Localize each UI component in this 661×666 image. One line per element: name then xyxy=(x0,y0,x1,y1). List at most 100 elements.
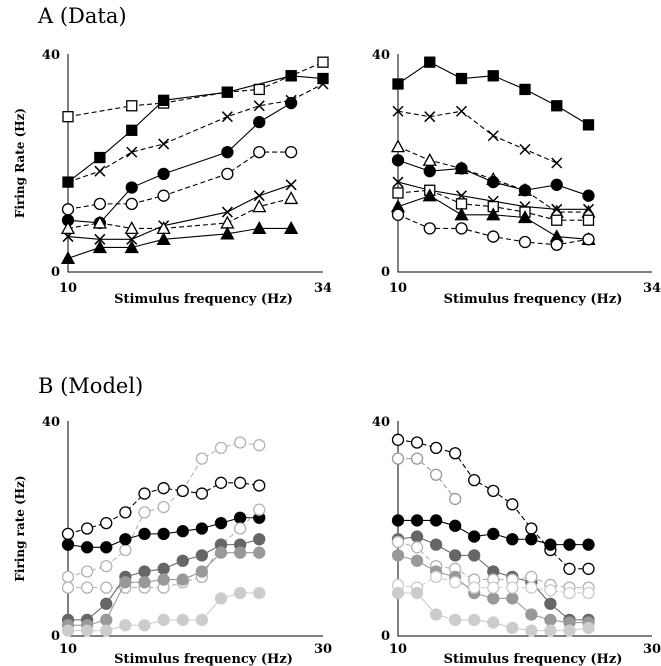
data-point xyxy=(80,581,94,594)
data-point xyxy=(284,221,299,235)
data-point xyxy=(94,151,106,164)
x-tick-label: 10 xyxy=(59,642,77,657)
chart-a-right: 0 40 10 34 Stimulus frequency (Hz) xyxy=(372,48,661,307)
data-point xyxy=(424,111,436,123)
data-point xyxy=(582,233,595,246)
data-point xyxy=(551,100,563,112)
data-point xyxy=(94,165,106,177)
data-point xyxy=(449,519,462,532)
data-point xyxy=(195,452,209,465)
data-point xyxy=(176,613,189,627)
data-point xyxy=(582,586,595,600)
data-point xyxy=(100,624,113,637)
data-point xyxy=(563,624,576,637)
data-point xyxy=(158,138,170,150)
series-line xyxy=(67,75,324,183)
data-point xyxy=(253,546,266,559)
data-point xyxy=(423,222,436,235)
data-point xyxy=(391,452,405,465)
data-point xyxy=(233,522,247,535)
data-point xyxy=(94,233,106,245)
data-point xyxy=(525,624,538,637)
series-1 xyxy=(392,56,595,131)
series-3 xyxy=(391,514,595,551)
data-point xyxy=(157,482,170,495)
data-point xyxy=(119,533,132,546)
data-point xyxy=(221,167,234,181)
data-point xyxy=(487,592,500,605)
data-point xyxy=(455,222,468,235)
data-point xyxy=(100,581,113,594)
data-point xyxy=(233,511,247,524)
y-axis-label: Firing Rate (Hz) xyxy=(13,108,27,218)
data-point xyxy=(551,203,563,215)
data-point xyxy=(60,221,76,235)
data-point xyxy=(582,119,595,131)
data-point xyxy=(563,538,576,551)
data-point xyxy=(410,541,424,554)
data-point xyxy=(253,586,266,600)
data-point xyxy=(392,78,404,90)
data-point xyxy=(195,549,209,562)
data-point xyxy=(126,100,138,112)
data-point xyxy=(100,613,113,627)
data-point xyxy=(157,562,170,575)
x-tick-label: 10 xyxy=(389,281,407,296)
data-point xyxy=(582,189,595,202)
data-point xyxy=(176,484,189,498)
data-point xyxy=(525,608,538,621)
data-point xyxy=(455,162,468,175)
data-point xyxy=(429,570,443,584)
data-point xyxy=(195,565,209,578)
data-point xyxy=(195,613,209,627)
data-point xyxy=(126,146,138,158)
x-axis-label: Stimulus frequency (Hz) xyxy=(444,652,623,666)
data-point xyxy=(253,503,266,516)
data-point xyxy=(317,78,329,90)
data-point xyxy=(119,576,132,589)
data-point xyxy=(214,476,228,489)
data-point xyxy=(391,549,405,562)
series-line xyxy=(398,458,456,500)
data-point xyxy=(93,197,107,211)
data-point xyxy=(253,533,266,546)
data-point xyxy=(429,538,443,551)
data-point xyxy=(449,576,462,589)
data-point xyxy=(525,533,538,546)
data-point xyxy=(317,56,329,68)
data-point xyxy=(233,476,247,489)
data-point xyxy=(551,157,563,169)
data-point xyxy=(100,559,113,573)
data-point xyxy=(138,487,151,500)
data-point xyxy=(582,562,595,575)
data-point xyxy=(61,581,75,594)
data-point xyxy=(221,206,233,218)
data-point xyxy=(92,240,107,254)
data-point xyxy=(550,178,563,191)
data-point xyxy=(518,184,532,197)
y-tick-label: 0 xyxy=(51,265,60,280)
data-point xyxy=(220,226,235,240)
data-point xyxy=(253,115,266,129)
data-point xyxy=(563,562,576,575)
data-point xyxy=(582,203,595,215)
data-point xyxy=(119,506,132,519)
data-point xyxy=(518,235,532,249)
data-point xyxy=(80,565,94,578)
series-2 xyxy=(392,105,563,169)
x-axis-label: Stimulus frequency (Hz) xyxy=(444,292,623,307)
data-point xyxy=(422,188,437,202)
y-tick-label: 0 xyxy=(381,265,390,280)
data-point xyxy=(157,573,170,586)
data-point xyxy=(410,530,424,543)
data-point xyxy=(214,592,228,605)
y-tick-label: 40 xyxy=(372,415,390,430)
data-point xyxy=(422,152,437,166)
chart-a-left: 0 40 10 34 Stimulus frequency (Hz) Firing Rat… xyxy=(13,48,332,307)
data-point xyxy=(138,527,151,541)
series-5 xyxy=(61,145,298,216)
data-point xyxy=(525,570,538,584)
series-line xyxy=(67,441,260,578)
data-point xyxy=(176,554,189,567)
data-point xyxy=(392,176,404,188)
